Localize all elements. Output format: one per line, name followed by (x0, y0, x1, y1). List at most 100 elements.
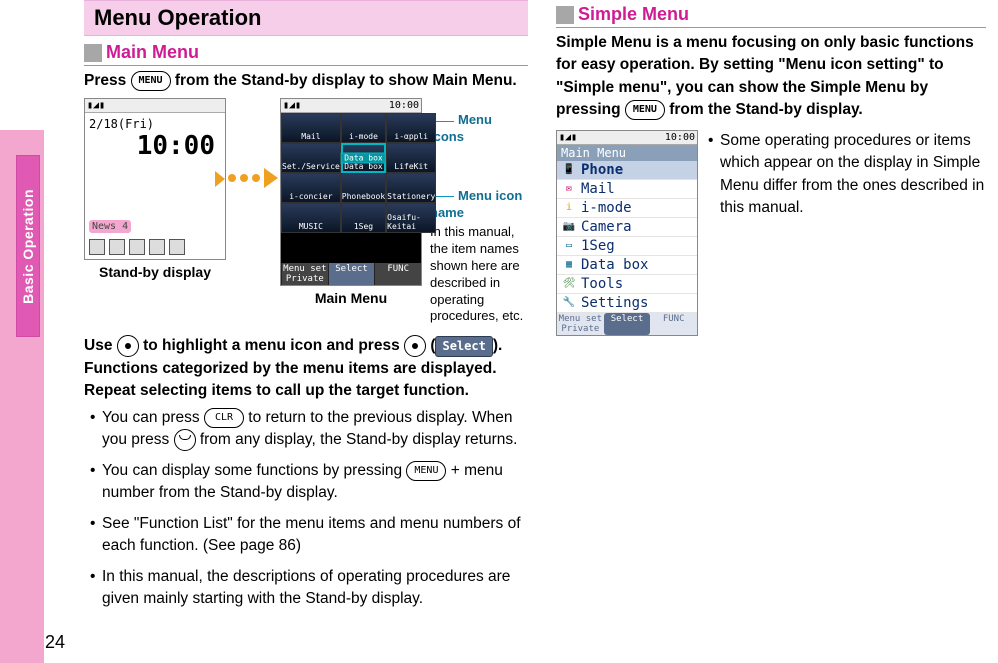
dock-icon (129, 239, 145, 255)
menu-item-label: i-mode (581, 200, 632, 216)
callout-name-label: Menu icon name (430, 188, 522, 220)
bullet-item: You can display some functions by pressi… (90, 460, 528, 505)
menu-item-icon: 🛠 (561, 277, 577, 291)
menu-button-icon: MENU (625, 100, 665, 120)
softkey-left: Menu set Private (557, 313, 604, 335)
intro-text-a: Press (84, 72, 131, 89)
section-tab: Basic Operation (16, 155, 40, 337)
callout-name-body: In this manual, the item names shown her… (430, 224, 528, 325)
menu-item-icon: ▦ (561, 258, 577, 272)
menu-grid: Maili-modei-αppliSet./ServiceData boxDat… (281, 113, 421, 263)
right-column: Simple Menu Simple Menu is a menu focusi… (540, 0, 998, 663)
news-badge: News 4 (89, 220, 131, 233)
menu-item-label: 1Seg (581, 238, 615, 254)
mainmenu-screenshot: ▮◢▮10:00 Maili-modei-αppliSet./ServiceDa… (280, 98, 422, 286)
left-column: Menu Operation Main Menu Press MENU from… (80, 0, 540, 663)
menu-cell: Data boxData box (341, 143, 386, 173)
intro-line: Press MENU from the Stand-by display to … (84, 70, 528, 92)
section-heading: Main Menu (106, 42, 199, 63)
section-simple-menu: Simple Menu (556, 4, 986, 28)
standby-block: ▮◢▮ 2/18(Fri)10:00 News 4 (84, 98, 226, 280)
callouts: Menu icons Menu icon name In this manual… (422, 98, 528, 327)
softkey-right: FUNC (650, 313, 697, 335)
standby-date: 2/18(Fri)10:00 (85, 113, 225, 161)
menu-item-label: Mail (581, 181, 615, 197)
simple-menu-item: 📱 Phone (557, 161, 697, 180)
page-title: Menu Operation (84, 0, 528, 36)
menu-item-icon: 🔧 (561, 296, 577, 310)
dock-icon (149, 239, 165, 255)
simple-menu-item: 🛠 Tools (557, 275, 697, 294)
section-marker-icon (556, 6, 574, 24)
standby-clock: 10:00 (89, 131, 221, 161)
menu-cell: Phonebook (341, 173, 386, 203)
bullet-item: In this manual, the descriptions of oper… (90, 566, 528, 611)
menu-cell: 1Seg (341, 203, 386, 233)
menu-button-icon: MENU (406, 461, 446, 481)
menu-cell: i-αppli (386, 113, 436, 143)
softkeys: Menu set Private Select FUNC (557, 313, 697, 335)
use-highlight-para: Use to highlight a menu icon and press (… (84, 335, 528, 403)
menu-cell: Mail (281, 113, 341, 143)
menu-item-label: Camera (581, 219, 632, 235)
clr-button-icon: CLR (204, 408, 244, 428)
menu-cell: MUSIC (281, 203, 341, 233)
simple-list: 📱 Phone ✉ Maili i-mode 📷 Camera ▭ 1Seg ▦ Data box 🛠… (557, 161, 697, 313)
text: to highlight a menu icon and press (143, 337, 404, 354)
dock-icons (89, 239, 221, 255)
menu-item-icon: ▭ (561, 239, 577, 253)
bullet-item: You can press CLR to return to the previ… (90, 407, 528, 452)
simple-title: Main Menu (557, 145, 697, 161)
nav-pad-icon (117, 335, 139, 357)
end-key-icon (174, 429, 196, 451)
menu-cell: i-concier (281, 173, 341, 203)
left-margin: Basic Operation 24 (0, 0, 80, 663)
select-chip: Select (435, 336, 492, 357)
statusbar: ▮◢▮ (85, 99, 225, 113)
menu-item-icon: 📷 (561, 220, 577, 234)
menu-cell: i-mode (341, 113, 386, 143)
simple-note: Some operating procedures or items which… (708, 130, 986, 220)
dock-icon (169, 239, 185, 255)
simple-menu-item: ▦ Data box (557, 256, 697, 275)
menu-item-label: Phone (581, 162, 623, 178)
simple-menu-item: 📷 Camera (557, 218, 697, 237)
menu-item-icon: ✉ (561, 182, 577, 196)
mainmenu-block: ▮◢▮10:00 Maili-modei-αppliSet./ServiceDa… (280, 98, 422, 306)
menu-item-label: Settings (581, 295, 648, 311)
dock-icon (109, 239, 125, 255)
simple-menu-item: 🔧 Settings (557, 294, 697, 313)
simple-menu-item: ✉ Mail (557, 180, 697, 199)
section-heading: Simple Menu (578, 4, 689, 25)
menu-cell: Stationery (386, 173, 436, 203)
bullet-list: You can press CLR to return to the previ… (90, 407, 528, 611)
standby-screenshot: ▮◢▮ 2/18(Fri)10:00 News 4 (84, 98, 226, 260)
transition-arrow-icon (226, 98, 280, 188)
softkey-left: Menu set Private (281, 263, 328, 285)
statusbar: ▮◢▮10:00 (281, 99, 421, 113)
softkeys: Menu set Private Select FUNC (281, 263, 421, 285)
menu-item-label: Tools (581, 276, 623, 292)
page: Basic Operation 24 Menu Operation Main M… (0, 0, 998, 663)
center-key-icon (404, 335, 426, 357)
screenshots-row: ▮◢▮ 2/18(Fri)10:00 News 4 (84, 98, 528, 327)
text: Use (84, 337, 117, 354)
menu-cell: Set./Service (281, 143, 341, 173)
simple-row: ▮◢▮10:00 Main Menu 📱 Phone ✉ Maili i-mode 📷 Ca… (556, 130, 986, 336)
simple-note-text: Some operating procedures or items which… (708, 130, 986, 220)
text: from the Stand-by display. (669, 101, 863, 118)
menu-cell: Osaifu-Keitai (386, 203, 436, 233)
menu-item-icon: 📱 (561, 163, 577, 177)
simple-intro: Simple Menu is a menu focusing on only b… (556, 32, 986, 122)
menu-item-icon: i (561, 201, 577, 215)
side-marker-icon (215, 171, 225, 187)
softkey-select: Select (328, 263, 375, 285)
statusbar: ▮◢▮10:00 (557, 131, 697, 145)
dock-icon (89, 239, 105, 255)
softkey-select: Select (604, 313, 651, 335)
mainmenu-caption: Main Menu (280, 290, 422, 306)
simple-menu-item: i i-mode (557, 199, 697, 218)
callout-icons-label: Menu icons (430, 112, 492, 144)
menu-item-label: Data box (581, 257, 648, 273)
intro-text-b: from the Stand-by display to show Main M… (175, 72, 517, 89)
